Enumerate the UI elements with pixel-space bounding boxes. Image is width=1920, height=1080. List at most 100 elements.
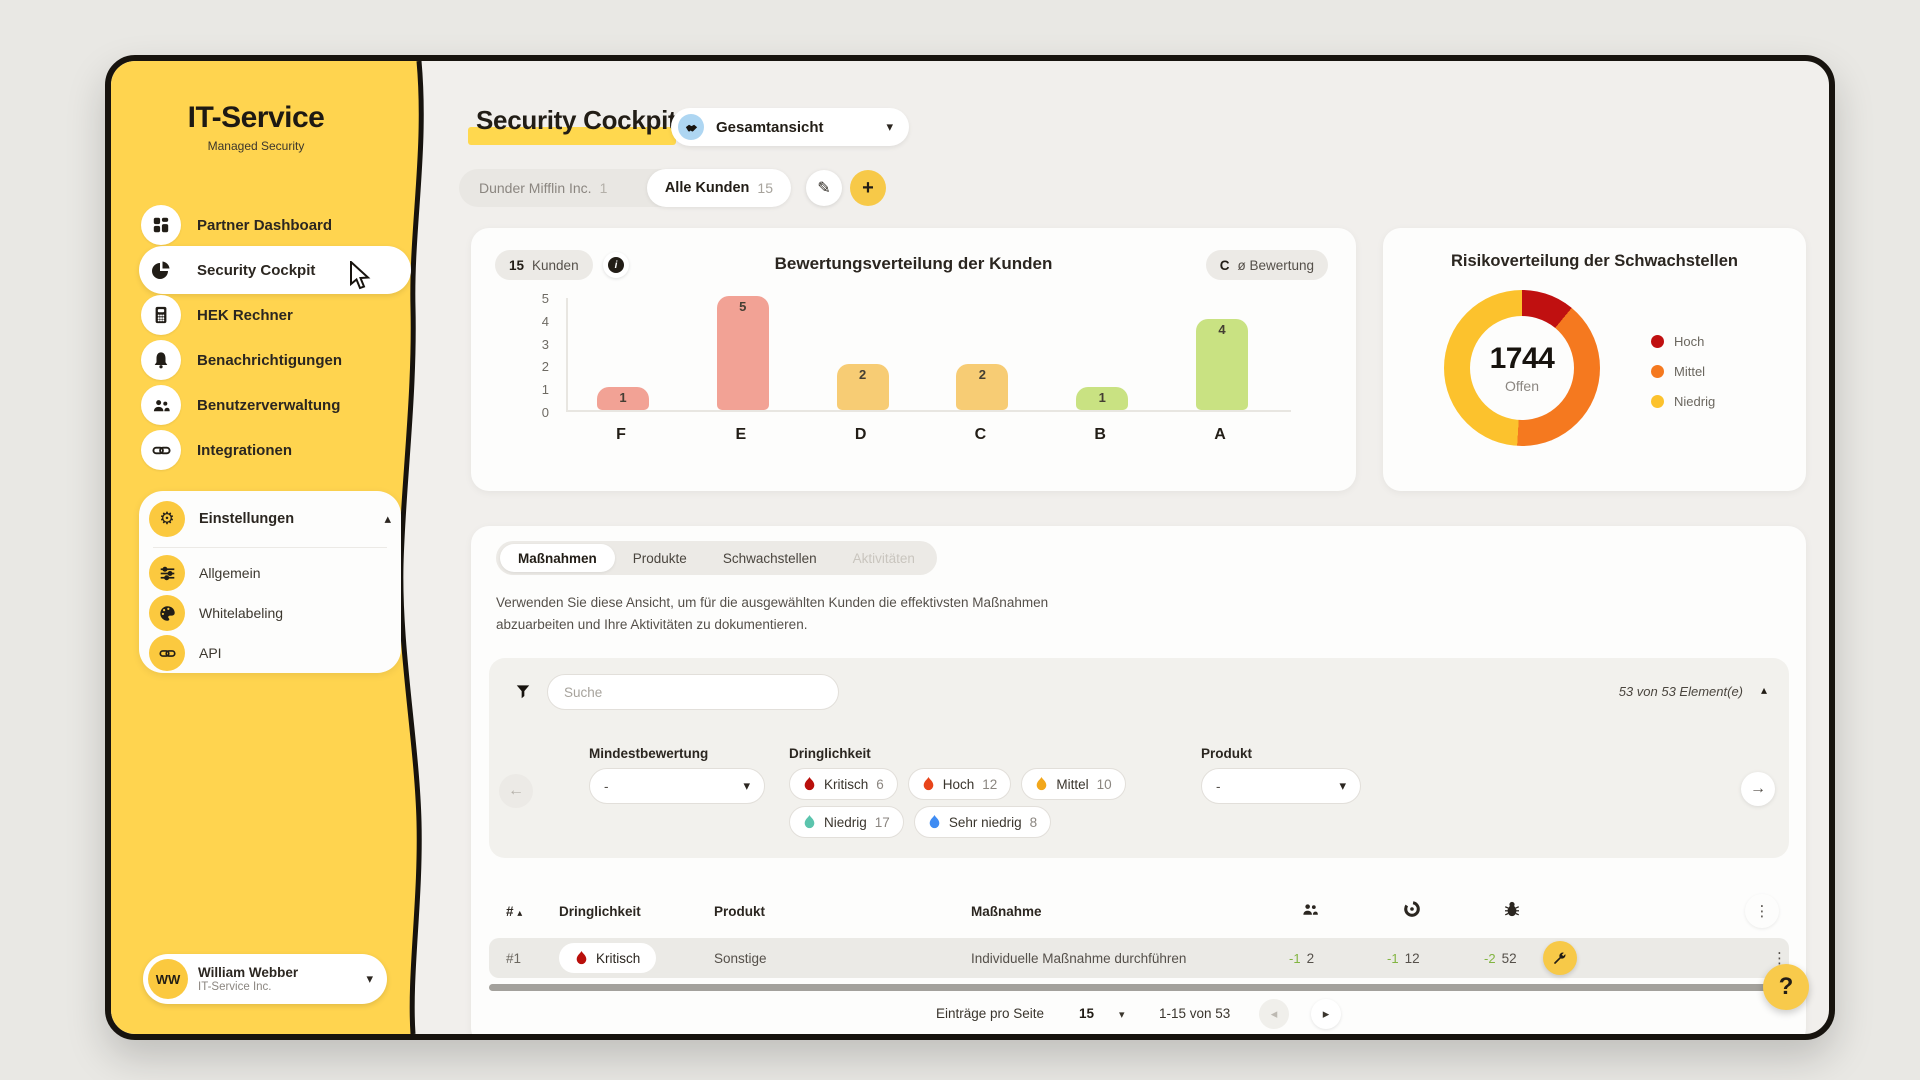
collapse-filters-icon[interactable]: ▴ xyxy=(1760,683,1767,697)
x-tick-label: D xyxy=(854,426,867,443)
sidebar-item-benachrichtigungen[interactable]: Benachrichtigungen xyxy=(141,338,401,382)
bar-value-label: 1 xyxy=(1098,390,1106,406)
view-selector-dropdown[interactable]: Gesamtansicht ▾ xyxy=(671,108,909,146)
bar-E[interactable]: 5 xyxy=(716,296,769,410)
bar-F[interactable]: 1 xyxy=(597,387,649,410)
row-schwachstellen-metric: -2 52 xyxy=(1484,950,1517,966)
title-highlight xyxy=(468,127,676,145)
scroll-left-button[interactable]: ← xyxy=(499,774,533,808)
search-input[interactable] xyxy=(547,674,839,710)
flame-icon xyxy=(804,777,815,791)
legend-dot-mittel xyxy=(1651,365,1664,378)
customers-count-chip[interactable]: 15 Kunden xyxy=(495,250,593,280)
open-label: Offen xyxy=(1505,378,1539,394)
sidebar-item-label: Benachrichtigungen xyxy=(197,351,343,369)
column-header-massnahme[interactable]: Maßnahme xyxy=(971,904,1042,919)
customer-tab-bar: Dunder Mifflin Inc. 1 Alle Kunden 15 xyxy=(459,169,791,207)
help-button[interactable]: ? xyxy=(1763,964,1809,1010)
sidebar-item-security-cockpit[interactable]: Security Cockpit xyxy=(141,248,401,292)
chip-mittel[interactable]: Mittel 10 xyxy=(1021,768,1126,800)
severity-pill: Kritisch xyxy=(559,943,657,973)
column-header-produkt[interactable]: Produkt xyxy=(714,904,766,919)
y-tick-label: 4 xyxy=(541,313,549,329)
info-icon[interactable]: i xyxy=(603,252,629,278)
y-tick-label: 1 xyxy=(541,382,549,398)
previous-page-button[interactable]: ◂ xyxy=(1259,999,1289,1029)
bar-B[interactable]: 1 xyxy=(1076,387,1129,410)
legend-item-mittel: Mittel xyxy=(1651,364,1715,379)
sidebar-item-label: Partner Dashboard xyxy=(197,216,333,234)
bar-C[interactable]: 2 xyxy=(956,364,1009,410)
tab-aktivitaeten[interactable]: Aktivitäten xyxy=(852,550,915,566)
sidebar-item-integrationen[interactable]: Integrationen xyxy=(141,428,401,472)
chart-title: Risikoverteilung der Schwachstellen xyxy=(1450,252,1738,270)
wrench-icon xyxy=(1554,952,1566,964)
table-row[interactable]: #1 Kritisch Sonstige Individuelle Maßnah… xyxy=(489,938,1789,978)
customers-count: 15 xyxy=(509,257,525,273)
sidebar-item-benutzerverwaltung[interactable]: Benutzerverwaltung xyxy=(141,383,401,427)
page-size-value[interactable]: 15 xyxy=(1079,1006,1095,1021)
mindestbewertung-select[interactable]: - ▾ xyxy=(589,768,765,804)
flame-icon xyxy=(576,951,587,965)
bar-value-label: 2 xyxy=(858,367,867,383)
calculator-icon xyxy=(141,295,181,335)
edit-tabs-button[interactable]: ✎ xyxy=(806,170,842,206)
sidebar-item-hek-rechner[interactable]: HEK Rechner xyxy=(141,293,401,337)
ratings-distribution-card: 15 Kunden i Bewertungsverteilung der Kun… xyxy=(471,228,1356,491)
horizontal-scrollbar[interactable] xyxy=(489,984,1781,991)
products-column-icon[interactable] xyxy=(1403,900,1421,918)
chip-label: Hoch xyxy=(942,776,975,792)
tab-schwachstellen[interactable]: Schwachstellen xyxy=(722,550,817,566)
chevron-up-icon[interactable]: ▴ xyxy=(384,511,391,526)
user-menu[interactable]: WW William Webber IT-Service Inc. ▾ xyxy=(143,954,387,1004)
average-rating-chip[interactable]: C ø Bewertung xyxy=(1205,250,1328,280)
view-selector-value: Gesamtansicht xyxy=(716,118,824,136)
scroll-right-button[interactable]: → xyxy=(1741,772,1775,806)
brand-title: IT-Service xyxy=(187,101,325,134)
add-tab-button[interactable]: + xyxy=(850,170,886,206)
select-value: - xyxy=(1216,778,1221,794)
tab-alle-kunden[interactable]: Alle Kunden 15 xyxy=(646,169,791,207)
tab-massnahmen[interactable]: Maßnahmen xyxy=(500,544,615,572)
sidebar-item-api[interactable]: API xyxy=(149,633,391,673)
kebab-icon: ⋮ xyxy=(1754,903,1770,920)
avatar: WW xyxy=(148,959,188,999)
handshake-icon xyxy=(678,114,704,140)
chip-kritisch[interactable]: Kritisch 6 xyxy=(789,768,898,800)
chip-count: 12 xyxy=(982,776,998,792)
bug-icon[interactable] xyxy=(1503,900,1521,918)
customers-column-icon[interactable] xyxy=(1301,900,1320,919)
section-tabs: Maßnahmen Produkte Schwachstellen Aktivi… xyxy=(496,541,937,575)
chevron-down-icon[interactable]: ▾ xyxy=(1119,1009,1125,1021)
execute-measure-button[interactable] xyxy=(1543,941,1577,975)
tab-count: 15 xyxy=(757,180,773,196)
tab-produkte[interactable]: Produkte xyxy=(632,550,687,566)
column-header-id[interactable]: # ▴ xyxy=(506,904,523,919)
sidebar-item-allgemein[interactable]: Allgemein xyxy=(149,553,391,593)
result-count: 53 von 53 Element(e) xyxy=(1618,684,1743,699)
tab-dunder-mifflin[interactable]: Dunder Mifflin Inc. 1 xyxy=(459,180,627,196)
flame-icon xyxy=(929,815,940,829)
section-description: Verwenden Sie diese Ansicht, um für die … xyxy=(496,595,1049,632)
sidebar-item-partner-dashboard[interactable]: Partner Dashboard xyxy=(141,203,401,247)
sidebar-item-label: Security Cockpit xyxy=(197,261,316,279)
chip-niedrig[interactable]: Niedrig 17 xyxy=(789,806,904,838)
bar-A[interactable]: 4 xyxy=(1196,318,1248,410)
chip-label: Kritisch xyxy=(824,776,869,792)
sidebar-item-whitelabeling[interactable]: Whitelabeling xyxy=(149,593,391,633)
next-page-button[interactable]: ▸ xyxy=(1311,999,1341,1029)
x-tick-label: C xyxy=(974,426,987,443)
column-header-dringlichkeit[interactable]: Dringlichkeit xyxy=(559,904,641,919)
chip-sehr-niedrig[interactable]: Sehr niedrig 8 xyxy=(913,806,1052,838)
bar-D[interactable]: 2 xyxy=(836,364,889,410)
sidebar-item-einstellungen[interactable]: ⚙ Einstellungen ▴ xyxy=(149,499,391,539)
bar-value-label: 1 xyxy=(619,390,627,406)
row-options-button[interactable]: ⋮ xyxy=(1772,950,1787,967)
legend-label: Hoch xyxy=(1674,334,1705,349)
produkt-select[interactable]: - ▾ xyxy=(1201,768,1361,804)
table-options-button[interactable]: ⋮ xyxy=(1745,894,1779,928)
palette-icon xyxy=(149,595,185,631)
select-value: - xyxy=(604,778,609,794)
y-tick-label: 5 xyxy=(541,291,549,306)
chip-hoch[interactable]: Hoch 12 xyxy=(907,768,1012,800)
